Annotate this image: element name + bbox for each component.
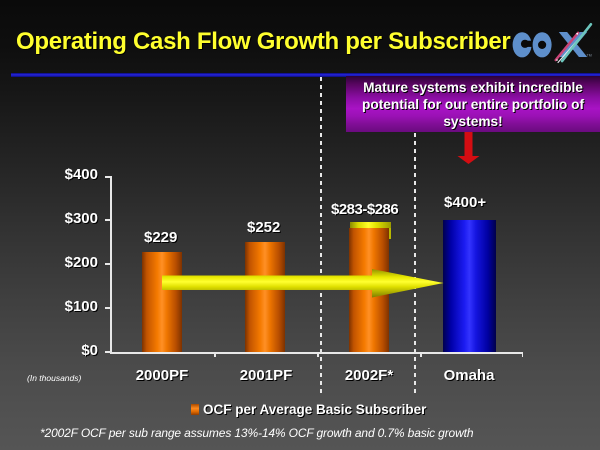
svg-text:TM: TM xyxy=(587,54,592,58)
